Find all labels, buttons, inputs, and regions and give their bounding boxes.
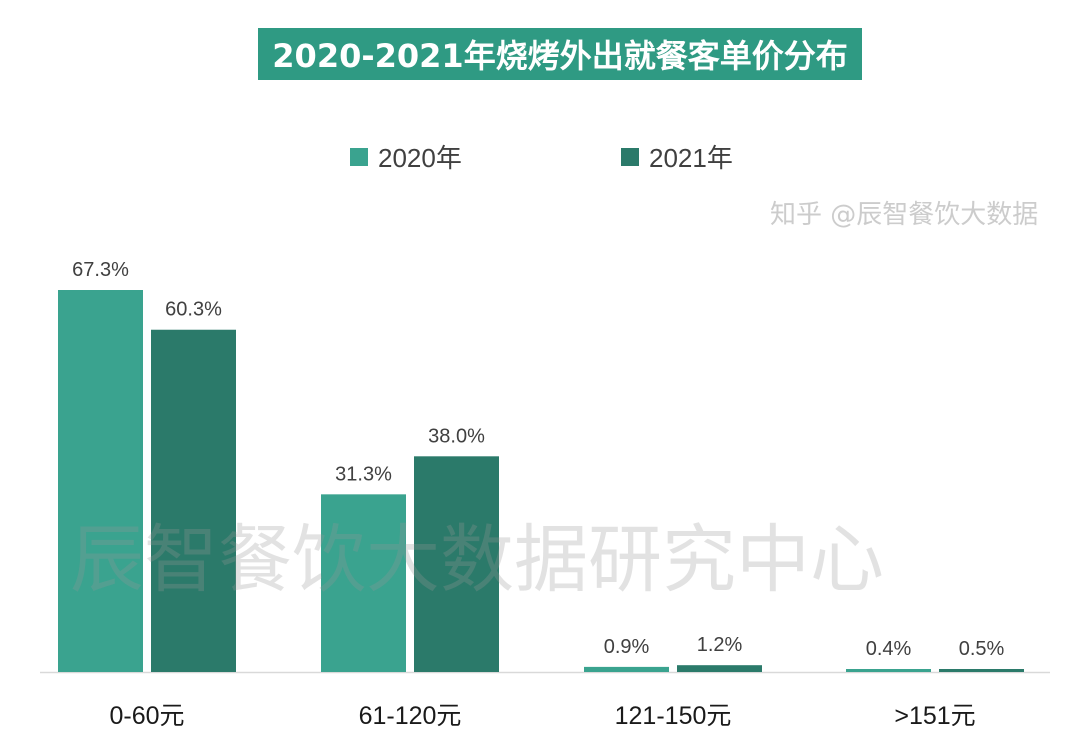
x-tick-label: 61-120元: [359, 702, 462, 730]
x-tick-label: 121-150元: [615, 702, 732, 730]
chart-title: 2020-2021年烧烤外出就餐客单价分布: [258, 28, 862, 80]
legend-swatch: [621, 148, 639, 166]
data-label: 0.5%: [959, 638, 1005, 660]
x-tick-label: 0-60元: [109, 702, 184, 730]
data-label: 31.3%: [335, 463, 392, 485]
bar-2020: [321, 494, 406, 672]
data-label: 1.2%: [697, 634, 743, 656]
legend-swatch: [350, 148, 368, 166]
x-tick-label: >151元: [894, 702, 975, 730]
bar-2021: [151, 329, 236, 672]
data-label: 38.0%: [428, 425, 485, 447]
bar-2021: [414, 456, 499, 672]
data-label: 0.4%: [866, 638, 912, 660]
bar-2020: [58, 290, 143, 672]
data-label: 60.3%: [165, 299, 222, 321]
bar-2020: [846, 669, 931, 672]
bar-2021: [677, 665, 762, 672]
legend-label: 2021年: [649, 143, 733, 173]
data-label: 0.9%: [604, 636, 650, 658]
bar-2020: [584, 666, 669, 672]
data-label: 67.3%: [72, 259, 129, 281]
bar-2021: [939, 669, 1024, 672]
legend-label: 2020年: [378, 143, 462, 173]
